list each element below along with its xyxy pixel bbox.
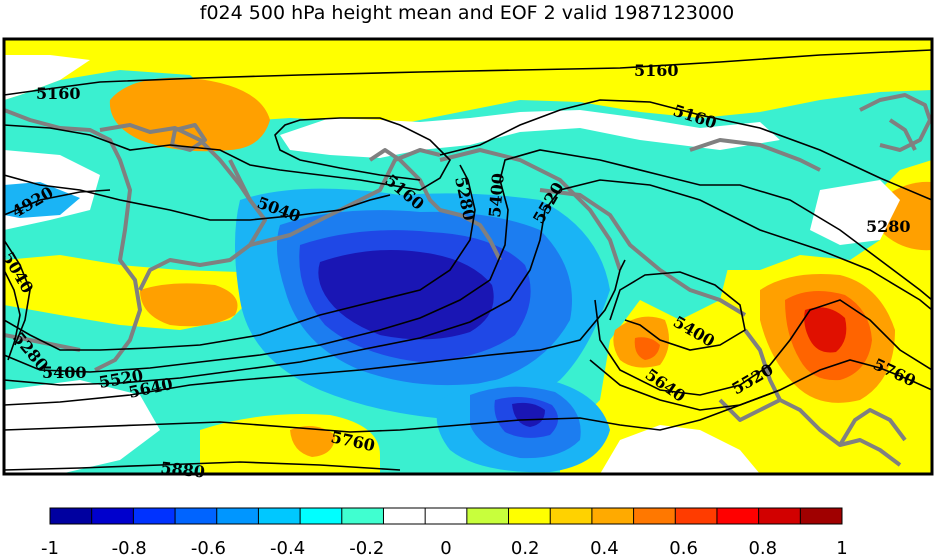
coastline-layer	[4, 93, 932, 467]
colorbar-swatch	[550, 508, 593, 524]
eof-fill-layer	[4, 39, 932, 474]
colorbar-swatch	[258, 508, 301, 524]
colorbar-swatch	[508, 508, 551, 524]
colorbar-swatch	[800, 508, 843, 524]
contour-5040	[4, 174, 391, 221]
contour-5160-west	[4, 269, 21, 361]
contour-5040-west	[4, 239, 31, 346]
eof-positive-east-small-core	[634, 337, 660, 360]
colorbar-frame	[49, 507, 843, 525]
colorbar-tick-label: -0.8	[111, 538, 147, 559]
contour-5520-east	[594, 299, 932, 396]
contour-5520	[4, 179, 932, 386]
coastline-east-coast-3	[838, 408, 907, 447]
contour-5160-north	[4, 49, 932, 96]
eof-neutral-band-north	[4, 55, 90, 100]
coastline-east-3	[689, 138, 821, 172]
colorbar-tick-label: -0.6	[190, 538, 226, 559]
coastline-east-2	[539, 188, 747, 317]
colorbar-swatch	[300, 508, 343, 524]
contour-label: 5160	[634, 61, 679, 80]
eof-negative-east-pocket	[640, 240, 730, 320]
colorbar-tick-label: -0.4	[270, 538, 306, 559]
eof-positive-south-center	[290, 426, 335, 457]
contour-5880	[4, 461, 401, 471]
colorbar-swatch	[425, 508, 468, 524]
eof-neutral-strip-central	[280, 110, 780, 158]
colorbar-swatch	[50, 508, 93, 524]
contour-5400	[4, 149, 932, 373]
colorbar-tick-label: 0	[440, 538, 452, 559]
eof-positive-center-west	[140, 283, 238, 327]
colorbar-tick-label: 0.4	[590, 538, 619, 559]
contour-5160-loop	[4, 117, 451, 191]
eof-neutral-south	[600, 425, 760, 474]
coastline-west	[4, 108, 142, 372]
colorbar-swatch	[216, 508, 259, 524]
coastline-bay	[368, 148, 502, 261]
eof-positive-peak-east	[804, 307, 847, 353]
colorbar-tick-label: -0.2	[349, 538, 385, 559]
contour-4920	[4, 189, 111, 216]
contour-label: 5160	[36, 84, 81, 103]
colorbar-swatch	[133, 508, 176, 524]
contour-5400-east-loop	[609, 271, 746, 351]
eof-neutral-east	[810, 180, 900, 245]
eof-negative-south-peak	[512, 402, 545, 427]
colorbar-swatch	[341, 508, 384, 524]
colorbar-tick-label: 1	[836, 538, 848, 559]
coastline-northeast	[859, 93, 932, 152]
colorbar-tick-label: 0.6	[669, 538, 698, 559]
contour-label: 5400	[485, 172, 508, 218]
coastline-east-coast-2	[743, 328, 782, 401]
contour-5760	[4, 389, 781, 433]
coastline-north-islands	[99, 123, 252, 202]
colorbar	[49, 507, 843, 525]
contour-5160-east	[439, 99, 932, 201]
colorbar-swatch	[758, 508, 801, 524]
colorbar-tick-label: 0.2	[510, 538, 540, 559]
colorbar-tick-label: 0.8	[748, 538, 778, 559]
map-frame	[2, 37, 934, 476]
colorbar-swatch	[175, 508, 218, 524]
colorbar-swatch	[633, 508, 676, 524]
contour-label: 5880	[160, 458, 206, 482]
colorbar-tick-label: -1	[41, 538, 59, 559]
contour-label: 5400	[42, 363, 87, 382]
coastline-northeast-2	[888, 118, 917, 151]
coastline-peninsula	[249, 148, 441, 247]
coastline-island	[170, 123, 207, 152]
colorbar-swatch	[383, 508, 426, 524]
map-title: f024 500 hPa height mean and EOF 2 valid…	[199, 2, 735, 24]
coastline-east-coast	[718, 398, 902, 467]
colorbar-swatch	[91, 508, 134, 524]
coastline-east-1	[439, 148, 622, 271]
colorbar-swatch	[591, 508, 635, 524]
eof-positive-south-band	[200, 414, 380, 474]
coastline-pacific-1	[4, 333, 81, 352]
coastline-gulf	[138, 159, 267, 291]
contour-5640	[4, 259, 626, 406]
colorbar-swatch	[716, 508, 760, 524]
colorbar-swatch	[466, 508, 510, 524]
contour-layer	[4, 49, 932, 471]
colorbar-swatch	[675, 508, 718, 524]
contour-label: 5280	[866, 217, 911, 236]
contour-5280	[4, 164, 476, 351]
eof-negative-central-core	[318, 249, 494, 340]
